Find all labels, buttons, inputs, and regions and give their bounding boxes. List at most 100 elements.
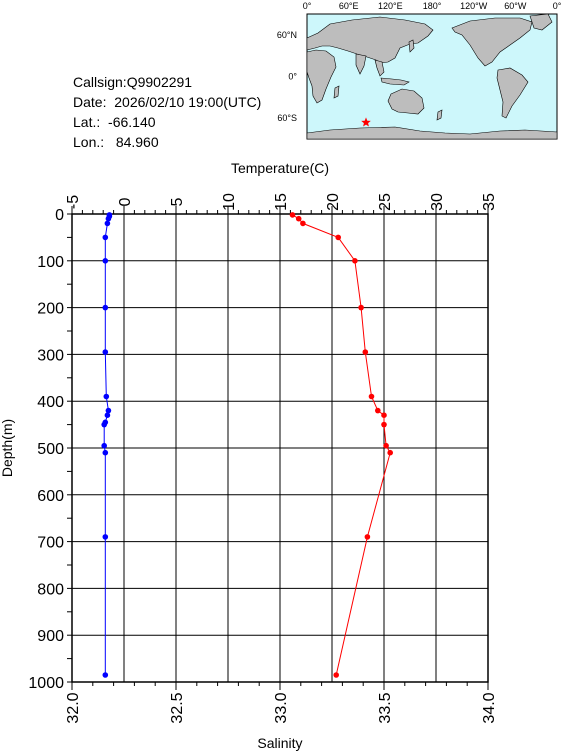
map-longitude-label: 0° [553,1,562,11]
map-longitude-label: 60°E [339,1,359,11]
landmass-greenland [529,13,553,31]
salinity-point [368,393,375,400]
salinity-point [381,412,387,419]
callsign-label: Callsign: [73,74,127,90]
depth-tick-label: 400 [37,394,64,411]
lon-label: Lon.: [73,134,105,150]
temperature-point [104,220,111,227]
landmass-india [355,53,367,75]
depth-tick-label: 600 [37,488,64,505]
temperature-tick-label: 5 [169,197,186,206]
depth-tick-label: 200 [37,301,64,318]
date-row: Date: 2026/02/10 19:00(UTC) [73,92,261,112]
depth-tick-label: 100 [37,254,64,271]
temperature-tick-label: 35 [481,193,498,211]
temperature-tick-label: 15 [273,193,290,211]
depth-tick-labels: 0 100 200 300 400 500 600 700 800 900 1000 [28,207,64,692]
temperature-tick-label: 0 [117,197,134,206]
depth-tick-label: 1000 [28,675,64,692]
temperature-tick-label: 25 [377,193,394,211]
salinity-tick-label: 34.0 [481,692,498,723]
landmass-antarctica [306,126,558,140]
temperature-point [104,412,111,419]
station-info: Callsign:Q9902291 Date: 2026/02/10 19:00… [73,72,261,152]
temperature-point [102,258,109,264]
temperature-point [101,421,107,428]
depth-tick-label: 0 [55,207,64,224]
temperature-axis-label: Temperature(C) [231,160,329,176]
temperature-point [102,534,109,540]
salinity-tick-label: 33.0 [273,692,290,723]
plot-frame [71,213,489,683]
landmass-north-america [451,17,533,67]
salinity-point [381,421,387,428]
landmass-south-america [496,67,529,119]
temperature-point [102,349,109,355]
map-longitude-label: 60°W [504,1,527,11]
salinity-tick-label: 32.0 [65,692,82,723]
temperature-point [103,393,110,400]
map-latitude-labels: 60°N 0° 60°S [277,30,298,123]
map-longitude-label: 120°E [378,1,403,11]
landmass-japan [408,39,415,53]
salinity-point [364,534,371,540]
temperature-point [102,449,109,456]
salinity-tick-label: 33.5 [377,692,394,723]
landmass-africa [306,49,337,104]
temperature-point [102,304,109,311]
salinity-point [387,449,394,456]
landmass-eurasia [306,16,434,64]
temperature-tick-label: 30 [429,193,446,211]
salinity-point [358,304,364,311]
temperature-point [102,234,109,241]
lat-value: -66.140 [108,114,156,130]
salinity-point [289,212,296,218]
map-latitude-label: 60°S [277,113,297,123]
salinity-point [335,234,342,241]
date-value: 2026/02/10 19:00(UTC) [114,94,262,110]
landmass-new-zealand [436,109,443,121]
lon-value: 84.960 [115,134,159,150]
map-latitude-label: 60°N [277,30,297,40]
map-longitude-label: 180° [423,1,442,11]
landmass-indonesia [380,77,410,86]
date-label: Date: [73,94,107,110]
lon-row: Lon.: 84.960 [73,132,261,152]
temperature-point [105,407,112,414]
salinity-point [333,672,340,678]
callsign-row: Callsign:Q9902291 [73,72,261,92]
temperature-point [101,442,107,449]
depth-tick-label: 900 [37,628,64,645]
salinity-point [295,215,302,222]
temperature-tick-label: -5 [65,195,82,209]
depth-axis-label: Depth(m) [0,419,15,477]
map-land [306,13,558,140]
landmass-madagascar [333,85,340,99]
map-longitude-label: 0° [303,1,312,11]
temperature-point [105,215,112,222]
series-layer [101,212,394,678]
temperature-tick-label: 10 [221,193,238,211]
lat-row: Lat.: -66.140 [73,112,261,132]
temperature-tick-labels: -5 0 5 10 15 20 25 30 35 [65,193,498,211]
map-latitude-label: 0° [288,72,297,82]
depth-tick-label: 300 [37,347,64,364]
landmass-southeast-asia [374,59,385,77]
salinity-point [362,349,369,355]
salinity-point [375,407,381,414]
salinity-tick-label: 32.5 [169,692,186,723]
salinity-point [383,442,389,449]
salinity-axis-label: Salinity [257,735,302,751]
star-icon [361,117,371,127]
map-longitude-label: 120°W [460,1,488,11]
salinity-tick-labels: 32.0 32.5 33.0 33.5 34.0 [65,692,498,723]
map-longitude-labels: 0° 60°E 120°E 180° 120°W 60°W 0° [303,1,562,11]
salinity-point [352,258,358,264]
temperature-point [102,672,109,678]
lat-label: Lat.: [73,114,101,130]
depth-tick-label: 800 [37,581,64,598]
depth-tick-label: 500 [37,441,64,458]
temperature-tick-label: 20 [325,193,342,211]
